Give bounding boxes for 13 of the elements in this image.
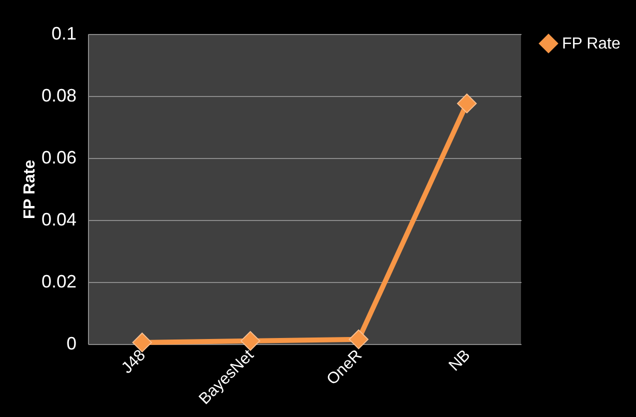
point (457, 94, 477, 114)
y-tick-label: 0.04 (41, 210, 76, 230)
point (240, 331, 260, 351)
y-tick-label: 0.02 (41, 272, 76, 292)
y-tick-label: 0.06 (41, 148, 76, 168)
point (348, 329, 368, 350)
x-tick-label: J48 (118, 346, 150, 378)
y-tick-label: 0 (66, 334, 76, 354)
y-tick-label: 0.08 (41, 86, 76, 106)
x-tick-label: NB (446, 346, 474, 375)
legend-label: FP Rate (562, 36, 620, 52)
y-tick-label: 0.1 (51, 24, 76, 44)
y-axis-title: FP Rate (21, 160, 38, 220)
